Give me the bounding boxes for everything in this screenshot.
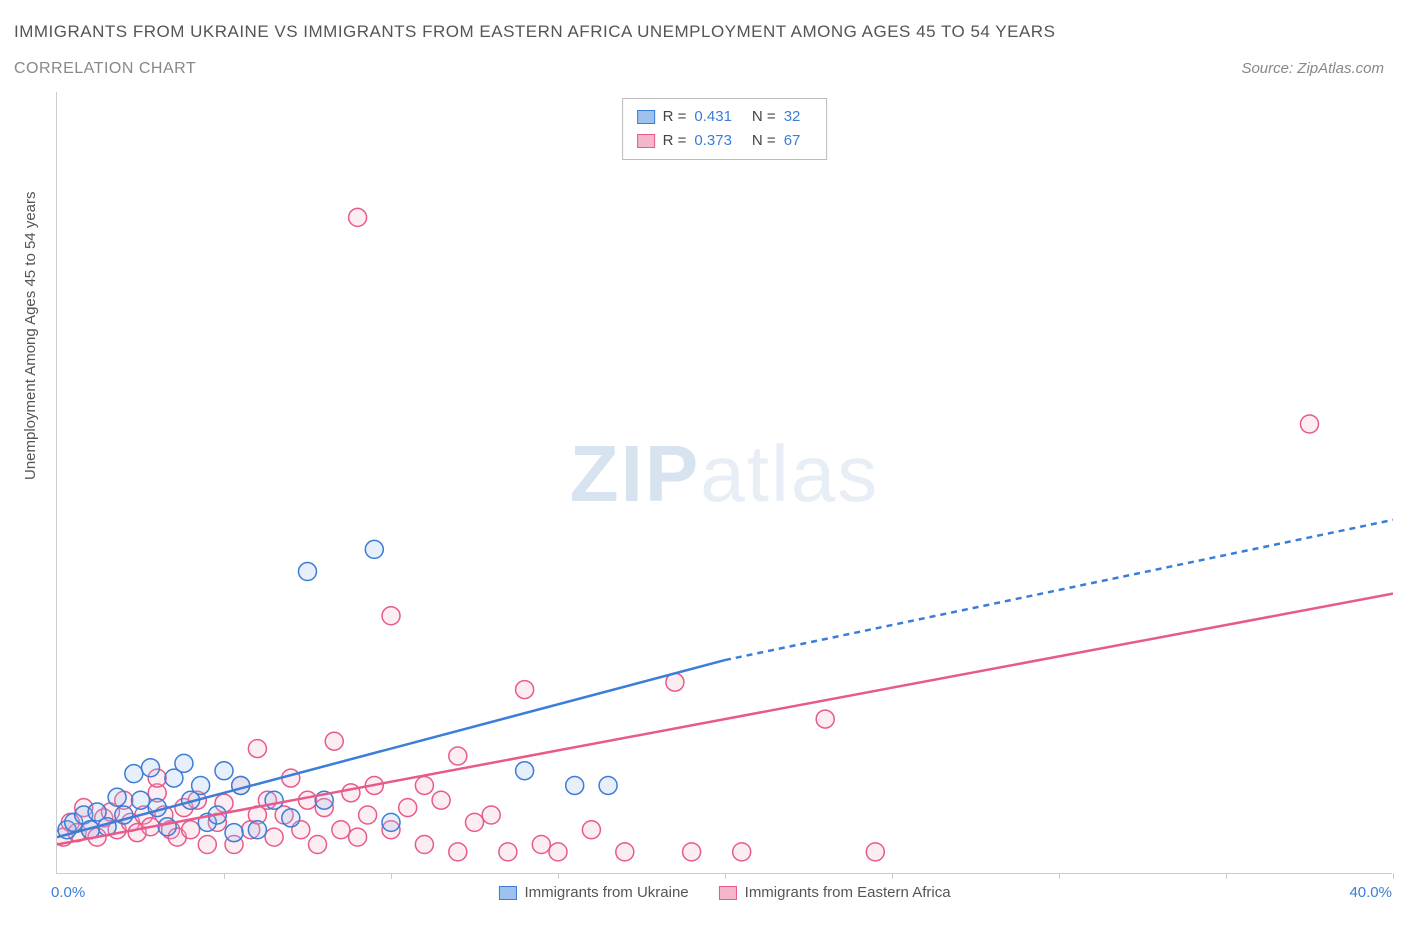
x-axis-max-label: 40.0% xyxy=(1349,884,1392,901)
stats-row-east-africa: R = 0.373 N = 67 xyxy=(637,129,813,153)
y-axis-label: Unemployment Among Ages 45 to 54 years xyxy=(22,191,39,480)
swatch-east-africa-icon xyxy=(719,886,737,900)
legend-label-ukraine: Immigrants from Ukraine xyxy=(524,884,688,901)
x-tick-mark xyxy=(1226,873,1227,879)
bottom-legend: Immigrants from Ukraine Immigrants from … xyxy=(498,884,950,901)
swatch-east-africa xyxy=(637,134,655,148)
x-tick-mark xyxy=(725,873,726,879)
x-tick-mark xyxy=(224,873,225,879)
x-tick-mark xyxy=(391,873,392,879)
legend-label-east-africa: Immigrants from Eastern Africa xyxy=(745,884,951,901)
source-label: Source: ZipAtlas.com xyxy=(1241,60,1384,77)
x-tick-mark xyxy=(1393,873,1394,879)
x-axis-min-label: 0.0% xyxy=(51,884,85,901)
x-tick-mark xyxy=(558,873,559,879)
chart-title: IMMIGRANTS FROM UKRAINE VS IMMIGRANTS FR… xyxy=(14,22,1055,42)
chart-plot-area: ZIPatlas R = 0.431 N = 32 R = 0.373 N = … xyxy=(56,92,1392,874)
chart-subtitle: CORRELATION CHART xyxy=(14,60,196,78)
legend-item-ukraine: Immigrants from Ukraine xyxy=(498,884,688,901)
scatter-svg xyxy=(57,92,1393,874)
stats-legend-box: R = 0.431 N = 32 R = 0.373 N = 67 xyxy=(622,98,828,160)
swatch-ukraine xyxy=(637,110,655,124)
x-tick-mark xyxy=(892,873,893,879)
swatch-ukraine-icon xyxy=(498,886,516,900)
stats-row-ukraine: R = 0.431 N = 32 xyxy=(637,105,813,129)
x-tick-mark xyxy=(1059,873,1060,879)
legend-item-east-africa: Immigrants from Eastern Africa xyxy=(719,884,951,901)
